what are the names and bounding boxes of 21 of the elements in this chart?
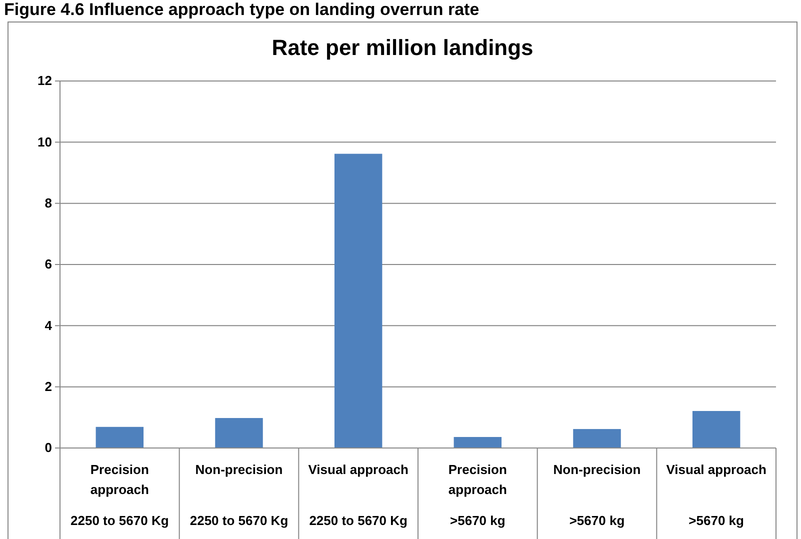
bar — [96, 426, 144, 448]
y-tick-label: 10 — [38, 134, 52, 150]
category-label: Precision approach >5670 kg — [448, 462, 507, 528]
chart-title: Rate per million landings — [272, 35, 534, 60]
y-tick-label: 6 — [44, 256, 52, 272]
bar — [692, 410, 740, 448]
bar — [215, 418, 263, 448]
category-label: Visual approach 2250 to 5670 Kg — [308, 462, 408, 528]
bar — [454, 436, 502, 448]
caption: Figure 4.6 Influence approach type on landing overrun rate — [4, 0, 480, 19]
y-tick-label: 4 — [44, 318, 53, 333]
y-tick-label: 2 — [44, 378, 52, 394]
y-tick-label: 0 — [44, 440, 52, 456]
bar — [573, 429, 621, 448]
y-tick-label: 12 — [38, 73, 52, 88]
y-tick-label: 8 — [44, 195, 52, 210]
category-label: Visual approach >5670 kg — [666, 462, 766, 528]
bar — [334, 154, 382, 448]
category-label: Precision approach 2250 to 5670 Kg — [70, 462, 169, 528]
category-label: Non-precision 2250 to 5670 Kg — [190, 462, 288, 528]
category-label: Non-precision >5670 kg — [553, 462, 641, 528]
